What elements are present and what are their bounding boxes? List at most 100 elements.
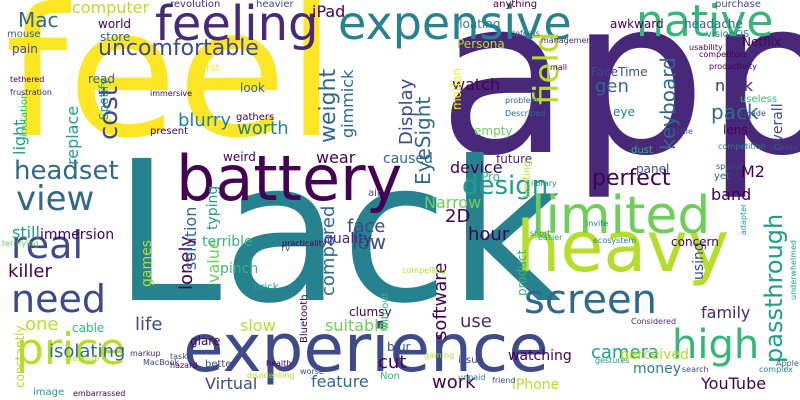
word-ipad: iPad <box>312 2 346 21</box>
word-air: air <box>368 188 382 199</box>
word-world: world <box>98 17 132 31</box>
word-price: price <box>16 324 126 375</box>
word-life: life <box>135 314 163 335</box>
word-immersive: immersive <box>150 89 193 98</box>
word-perceived: perceived <box>620 347 689 363</box>
word-tethered: tethered <box>10 75 45 84</box>
word-motion: motion <box>450 67 464 110</box>
word-lack: Lack <box>113 119 562 346</box>
word-invite: invite <box>586 219 609 228</box>
word-described: Described <box>505 109 546 118</box>
word-anything: anything <box>493 0 538 10</box>
word-arcade: Arcade <box>738 109 766 118</box>
word-mac: Mac <box>18 8 59 32</box>
word-friend: friend <box>492 376 516 385</box>
word-cable: cable <box>72 321 105 335</box>
word-embarrassed: embarrassed <box>73 389 126 398</box>
word-look: look <box>240 81 265 95</box>
word-perfect: perfect <box>592 166 671 191</box>
word-caused: caused <box>383 151 433 167</box>
word-solution: solution <box>181 206 200 270</box>
word-wear: wear <box>316 148 356 167</box>
word-immersion: immersion <box>40 227 115 243</box>
word-pressure: Pressure <box>65 354 100 363</box>
word-display: Display <box>396 78 417 145</box>
word-passthrough: passthrough <box>760 213 788 363</box>
word-revolution: revolution <box>170 0 221 10</box>
word-app: app <box>438 0 800 203</box>
word-killer: killer <box>8 261 52 282</box>
word-facetime: FaceTime <box>591 65 648 79</box>
word-gestures: gestures <box>595 356 630 365</box>
word-need: need <box>11 277 106 321</box>
word-gen: gen <box>595 76 629 97</box>
word-heavier: heavier <box>256 0 294 10</box>
word-compelling: compelling <box>402 266 446 275</box>
word-competition: competition <box>718 142 766 151</box>
word-persona: Persona <box>457 37 505 51</box>
word-feature: feature <box>311 372 369 391</box>
word-practicality: practicality <box>282 239 327 248</box>
word-gimmick: gimmick <box>338 69 357 138</box>
word-weird: weird <box>223 150 256 164</box>
word-search: search <box>682 365 709 374</box>
word-work: work <box>432 372 476 393</box>
word-easier: easier <box>538 233 563 242</box>
word-first: first <box>200 63 220 74</box>
word-netflix: Netflix <box>742 35 782 49</box>
word-watching: watching <box>508 348 572 364</box>
word-watch: watch <box>452 75 501 94</box>
word-headache: headache <box>684 17 743 31</box>
word-high: high <box>672 322 760 368</box>
word-family: family <box>701 303 751 322</box>
word-money: money <box>633 361 681 377</box>
word-blurry: blurry <box>178 110 231 131</box>
word-hour: hour <box>468 224 510 245</box>
word-non: Non <box>380 371 400 382</box>
word-health: health <box>266 359 292 368</box>
word-games: games <box>139 239 155 287</box>
word-tasks: tasks <box>170 352 192 361</box>
word-complex: complex <box>759 365 793 374</box>
word-headset: headset <box>14 156 119 186</box>
word-iphone: iPhone <box>512 377 560 393</box>
word-library: library <box>531 179 557 188</box>
word-suitable: suitable <box>325 316 389 335</box>
word-pinch: pinch <box>220 261 259 277</box>
word-apple: Apple <box>776 359 799 368</box>
word-future: future <box>496 152 533 166</box>
word-pro: Pro <box>481 170 501 184</box>
word-pack: pack <box>711 100 759 124</box>
word-without: without <box>380 292 391 330</box>
word-product: product <box>515 249 529 296</box>
word-computer: computer <box>72 0 150 17</box>
word-pain: pain <box>12 42 38 56</box>
word-better: better <box>205 359 236 370</box>
word-awkward: awkward <box>610 17 664 31</box>
word-one: one <box>25 314 59 335</box>
word-cheeks: cheeks <box>770 143 799 152</box>
word-mouse: mouse <box>7 29 41 40</box>
word-tv: TV <box>280 244 291 253</box>
word-battery: battery <box>176 142 403 215</box>
word-clumsy: clumsy <box>349 305 392 319</box>
word-slow: slow <box>240 316 276 335</box>
word-read: read <box>88 72 116 86</box>
word-typing: typing <box>205 185 221 230</box>
word-considered: Considered <box>631 317 677 326</box>
word-design: design <box>462 171 549 201</box>
word-visionos: visionOS <box>706 29 750 40</box>
word-limited: limited <box>531 186 711 246</box>
word-usability: usability <box>689 43 723 52</box>
word-feel: feel <box>5 0 337 177</box>
word-underwhelmed: underwhelmed <box>789 240 798 300</box>
word-experience: experience <box>183 310 549 387</box>
word-compared: compared <box>318 205 339 296</box>
word-dust: dust <box>631 145 653 156</box>
word-keyboard: keyboard <box>656 57 680 150</box>
word-youtube: YouTube <box>701 374 767 393</box>
word-gaming: gaming <box>424 351 455 360</box>
word-issue: issue <box>458 355 484 366</box>
word-face: face <box>347 216 386 237</box>
